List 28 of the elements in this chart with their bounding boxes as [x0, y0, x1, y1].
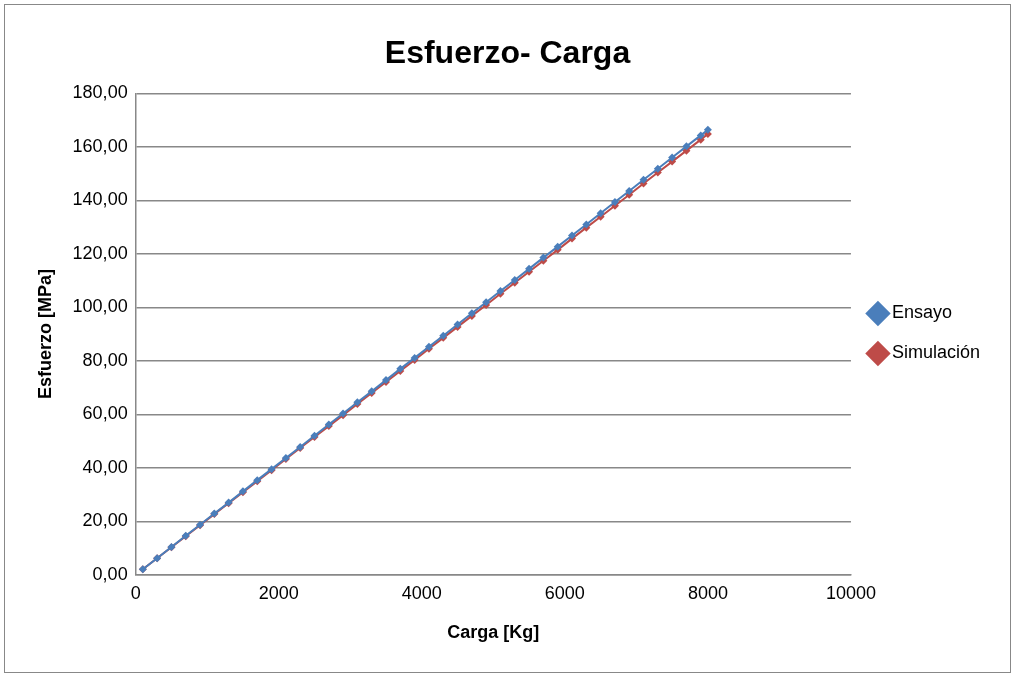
- y-tick-label: 0,00: [92, 563, 128, 584]
- point: [696, 131, 705, 140]
- x-tick-label: 0: [130, 582, 141, 603]
- x-tick-label: 2000: [258, 582, 299, 603]
- legend-label: Ensayo: [891, 302, 953, 323]
- legend-label: Simulación: [891, 342, 981, 363]
- y-tick-label: 80,00: [82, 349, 128, 370]
- chart-title: Esfuerzo- Carga: [384, 34, 631, 71]
- point: [682, 142, 691, 151]
- x-tick-label: 6000: [544, 582, 585, 603]
- y-tick-label: 60,00: [82, 403, 128, 424]
- y-tick-label: 20,00: [82, 510, 128, 531]
- y-tick-label: 100,00: [72, 296, 128, 317]
- x-axis-title: Carga [Kg]: [447, 622, 540, 643]
- x-tick-label: 10000: [825, 582, 876, 603]
- point: [668, 153, 677, 162]
- y-tick-label: 140,00: [72, 189, 128, 210]
- x-tick-label: 8000: [687, 582, 728, 603]
- point: [639, 175, 648, 184]
- y-tick-label: 180,00: [72, 82, 128, 103]
- point: [610, 197, 619, 206]
- y-axis-title: Esfuerzo [MPa]: [34, 269, 55, 400]
- y-tick-label: 120,00: [72, 242, 128, 263]
- point: [653, 164, 662, 173]
- x-tick-label: 4000: [401, 582, 442, 603]
- point: [703, 125, 712, 134]
- y-tick-label: 160,00: [72, 135, 128, 156]
- y-tick-label: 40,00: [82, 456, 128, 477]
